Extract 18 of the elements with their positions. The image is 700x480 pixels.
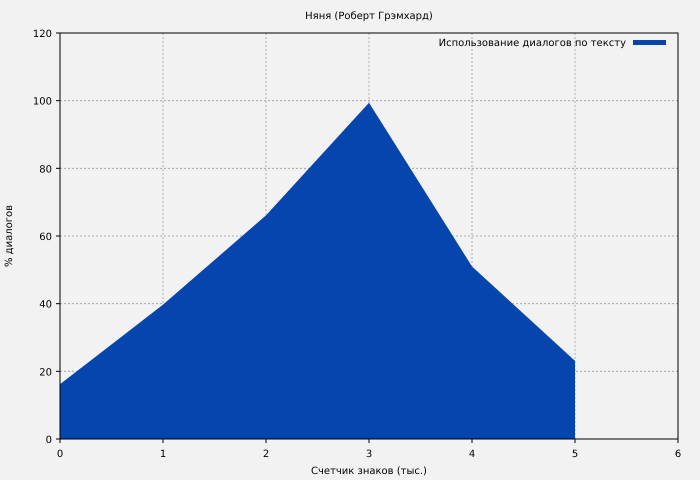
x-tick-label: 2 (262, 449, 270, 460)
y-tick-label: 40 (39, 300, 52, 311)
x-axis-title: Счетчик знаков (тыс.) (311, 466, 428, 477)
y-tick-label: 0 (46, 435, 52, 446)
x-tick-label: 3 (366, 449, 372, 460)
chart-title: Няня (Роберт Грэмхард) (305, 11, 433, 22)
x-tick-label: 0 (56, 449, 64, 460)
y-tick-label: 60 (39, 232, 52, 243)
y-tick-label: 100 (32, 96, 52, 108)
y-tick-label: 120 (32, 29, 52, 40)
y-tick-label: 80 (39, 164, 52, 176)
x-tick-label: 4 (468, 449, 476, 460)
y-axis-title: % диалогов (4, 204, 15, 267)
x-tick-label: 5 (572, 449, 578, 460)
x-tick-label: 1 (160, 449, 166, 460)
y-tick-label: 20 (39, 367, 52, 378)
x-tick-label: 6 (674, 449, 682, 460)
legend-label: Использование диалогов по тексту (438, 38, 626, 49)
